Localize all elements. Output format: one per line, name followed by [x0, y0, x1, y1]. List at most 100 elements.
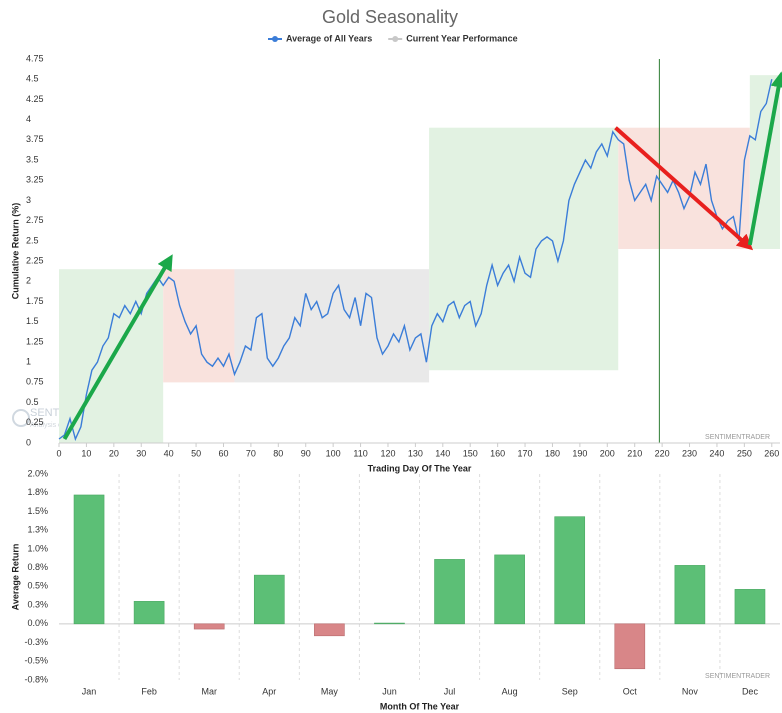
x-tick-label: Dec	[742, 686, 759, 696]
x-tick-label: 180	[545, 448, 560, 458]
y-tick-label: 2.25	[26, 255, 44, 265]
bar	[374, 622, 405, 625]
bar	[674, 565, 706, 625]
bar	[133, 601, 165, 625]
x-tick-label: 200	[600, 448, 615, 458]
y-tick-label: 0	[26, 437, 31, 447]
y-tick-label: 2	[26, 276, 31, 286]
y-tick-label: 2.0%	[27, 468, 48, 478]
x-tick-label: 70	[246, 448, 256, 458]
y-tick-label: 1.5%	[27, 506, 48, 516]
x-tick-label: 80	[273, 448, 283, 458]
x-tick-label: 50	[191, 448, 201, 458]
y-tick-label: 0.5	[26, 397, 39, 407]
y-tick-label: 2.75	[26, 215, 44, 225]
x-tick-label: Jan	[82, 686, 97, 696]
legend-marker	[272, 36, 278, 42]
x-tick-label: 230	[682, 448, 697, 458]
y-tick-label: 0.0%	[27, 618, 48, 628]
x-tick-label: Oct	[623, 686, 638, 696]
x-tick-label: Jul	[444, 686, 456, 696]
x-tick-label: Mar	[201, 686, 217, 696]
x-tick-label: 0	[56, 448, 61, 458]
bar	[614, 623, 646, 670]
y-tick-label: 1.8%	[27, 487, 48, 497]
x-tick-label: 100	[326, 448, 341, 458]
x-tick-label: 190	[572, 448, 587, 458]
y-tick-label: 2.5	[26, 235, 39, 245]
y-tick-label: -0.3%	[24, 637, 48, 647]
y-tick-label: 4	[26, 114, 31, 124]
bar	[253, 574, 285, 625]
y-tick-label: 0.25	[26, 417, 44, 427]
x-tick-label: 130	[408, 448, 423, 458]
x-tick-label: 20	[109, 448, 119, 458]
x-tick-label: 210	[627, 448, 642, 458]
legend-label: Average of All Years	[286, 33, 372, 43]
bar	[734, 589, 766, 625]
x-tick-label: 140	[435, 448, 450, 458]
legend-marker	[392, 36, 399, 42]
x-axis-title: Month Of The Year	[380, 701, 460, 711]
x-tick-label: 10	[81, 448, 91, 458]
bar	[494, 554, 525, 625]
y-tick-label: 4.25	[26, 94, 44, 104]
y-tick-label: -0.8%	[24, 674, 48, 684]
band	[234, 269, 430, 383]
x-axis-title: Trading Day Of The Year	[368, 463, 472, 473]
x-tick-label: 60	[218, 448, 228, 458]
y-tick-label: 1	[26, 357, 31, 367]
x-tick-label: 110	[353, 448, 367, 458]
x-tick-label: May	[321, 686, 339, 696]
y-tick-label: 1.25	[26, 336, 44, 346]
arrow	[62, 254, 173, 440]
bar	[193, 623, 225, 630]
bar	[554, 516, 586, 625]
x-tick-label: 160	[490, 448, 505, 458]
legend-label: Current Year Performance	[406, 33, 517, 43]
x-tick-label: Apr	[262, 686, 276, 696]
y-tick-label: 3.75	[26, 134, 44, 144]
y-tick-label: 1.5	[26, 316, 39, 326]
x-tick-label: 90	[301, 448, 311, 458]
y-tick-label: 4.75	[26, 53, 44, 63]
bar	[434, 559, 465, 625]
band	[429, 127, 619, 371]
y-tick-label: 1.3%	[27, 525, 48, 535]
x-tick-label: Aug	[502, 686, 518, 696]
y-tick-label: -0.5%	[24, 656, 48, 666]
chart-title: Gold Seasonality	[322, 7, 458, 27]
x-tick-label: 240	[709, 448, 724, 458]
x-tick-label: 30	[136, 448, 146, 458]
y-tick-label: 0.3%	[27, 599, 48, 609]
y-tick-label: 3	[26, 195, 31, 205]
y-tick-label: 3.25	[26, 175, 44, 185]
x-tick-label: Jun	[382, 686, 397, 696]
y-axis-title: Cumulative Return (%)	[10, 203, 20, 300]
x-tick-label: 220	[655, 448, 670, 458]
watermark: SENTIMENTRADER	[705, 434, 770, 441]
y-tick-label: 1.0%	[27, 543, 48, 553]
arrow	[614, 126, 754, 251]
x-tick-label: Feb	[141, 686, 157, 696]
x-tick-label: 170	[518, 448, 533, 458]
x-tick-label: 250	[737, 448, 752, 458]
x-tick-label: 120	[380, 448, 395, 458]
x-tick-label: Nov	[682, 686, 699, 696]
bar	[73, 494, 105, 625]
y-tick-label: 0.5%	[27, 581, 48, 591]
y-tick-label: 1.75	[26, 296, 44, 306]
watermark: SENTIMENTRADER	[705, 673, 770, 680]
x-tick-label: 260	[764, 448, 779, 458]
y-tick-label: 0.8%	[27, 562, 48, 572]
bar	[314, 623, 345, 637]
series-line	[58, 79, 773, 442]
x-tick-label: 40	[164, 448, 174, 458]
logo-icon	[12, 409, 30, 427]
x-tick-label: 150	[463, 448, 478, 458]
y-tick-label: 4.5	[26, 74, 39, 84]
y-axis-title: Average Return	[10, 544, 20, 611]
y-tick-label: 0.75	[26, 377, 44, 387]
